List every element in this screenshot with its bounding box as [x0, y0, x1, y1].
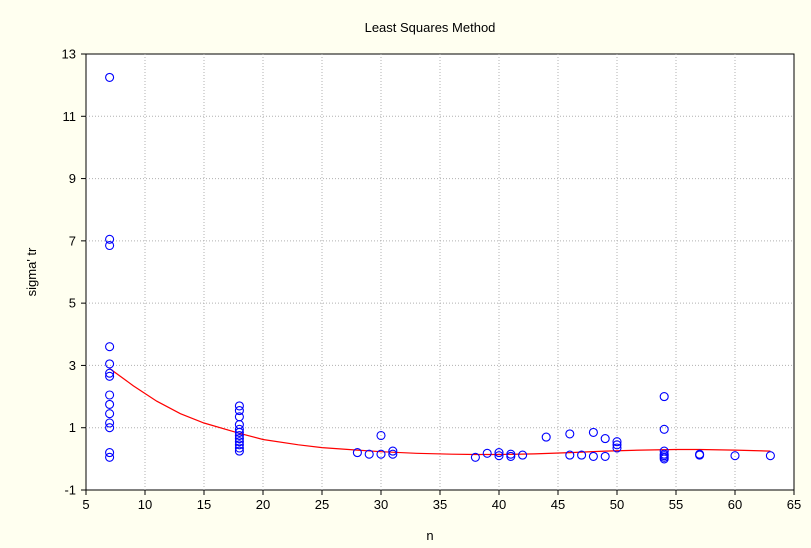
data-point: [518, 450, 528, 460]
x-tick-label: 65: [787, 497, 801, 512]
data-point: [565, 429, 575, 439]
y-tick-label: -1: [64, 483, 76, 498]
data-point: [612, 443, 622, 453]
data-point: [105, 448, 115, 458]
x-tick-label: 20: [256, 497, 270, 512]
data-point: [105, 72, 115, 82]
data-point: [494, 451, 504, 461]
data-point: [105, 371, 115, 381]
data-point: [105, 390, 115, 400]
x-tick-label: 5: [82, 497, 89, 512]
fit-curve: [109, 368, 771, 456]
x-tick-labels: 5 10 15 20 25 30 35 40 45 50 55 60 65: [82, 497, 801, 512]
data-point: [105, 234, 115, 244]
data-point: [482, 448, 492, 458]
data-point: [105, 240, 115, 251]
data-point: [659, 424, 669, 434]
x-tick-label: 60: [728, 497, 742, 512]
data-point: [234, 437, 244, 447]
data-point: [659, 392, 669, 402]
data-point: [234, 427, 244, 437]
data-point: [234, 406, 244, 416]
y-tick-label: 7: [69, 233, 76, 248]
data-point: [506, 451, 516, 461]
data-point: [234, 440, 244, 450]
data-point: [612, 437, 622, 447]
tick-marks: [81, 53, 795, 495]
data-point: [234, 401, 244, 411]
data-point: [600, 434, 610, 444]
data-point: [105, 399, 115, 409]
y-tick-label: 5: [69, 296, 76, 311]
data-point: [730, 451, 740, 461]
y-axis-label: sigma' tr: [24, 247, 39, 296]
y-tick-label: 1: [69, 420, 76, 435]
y-tick-label: 13: [62, 47, 76, 62]
x-tick-label: 35: [433, 497, 447, 512]
data-point: [105, 452, 115, 462]
x-axis-label: n: [426, 528, 433, 543]
x-tick-label: 50: [610, 497, 624, 512]
data-point: [588, 451, 598, 461]
x-tick-label: 30: [374, 497, 388, 512]
data-point: [234, 443, 244, 453]
data-point: [105, 409, 115, 419]
x-tick-label: 55: [669, 497, 683, 512]
data-point: [659, 454, 669, 464]
x-tick-label: 45: [551, 497, 565, 512]
data-point: [506, 449, 516, 459]
data-point: [376, 430, 386, 441]
data-point: [105, 418, 115, 428]
data-point: [105, 342, 115, 352]
x-tick-label: 10: [138, 497, 152, 512]
data-point: [376, 449, 386, 459]
data-point: [388, 449, 398, 459]
data-point: [234, 434, 244, 444]
scatter-points: [105, 72, 775, 464]
data-point: [565, 450, 575, 460]
data-point: [588, 427, 598, 437]
data-point: [352, 448, 362, 458]
data-point: [234, 430, 244, 441]
x-tick-label: 15: [197, 497, 211, 512]
data-point: [577, 450, 587, 460]
data-point: [765, 451, 775, 461]
data-point: [105, 423, 115, 433]
fit-curve-layer: [109, 368, 771, 456]
x-tick-label: 40: [492, 497, 506, 512]
data-point: [612, 440, 622, 450]
data-point: [105, 359, 115, 369]
data-point: [600, 451, 610, 461]
data-point: [541, 432, 551, 442]
data-point: [470, 452, 480, 462]
data-point: [364, 449, 374, 459]
y-tick-label: 11: [63, 109, 77, 124]
data-point: [695, 450, 705, 460]
data-point: [234, 424, 244, 434]
data-point: [234, 446, 244, 456]
x-tick-label: 25: [315, 497, 329, 512]
grid-lines: [86, 54, 794, 490]
data-point: [105, 368, 115, 378]
chart-title: Least Squares Method: [365, 20, 496, 35]
y-tick-label: 3: [69, 358, 76, 373]
data-point: [494, 448, 504, 458]
data-point: [388, 446, 398, 456]
y-tick-label: 9: [69, 171, 76, 186]
plot-area: [85, 53, 795, 491]
